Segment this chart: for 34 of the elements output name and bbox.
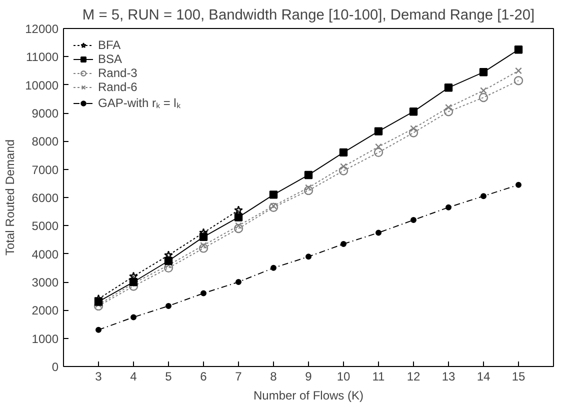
x-tick-label: 5 [165,370,172,384]
y-axis-title: Total Routed Demand [3,139,18,256]
legend-label: BFA [98,38,121,52]
y-tick-label: 8000 [32,134,59,149]
y-tick-label: 9000 [32,106,59,120]
x-tick-label: 13 [442,370,456,384]
y-tick-label: 2000 [32,304,59,318]
y-tick-label: 6000 [32,191,59,205]
legend-label: GAP-with rₖ = lₖ [98,95,180,111]
x-tick-label: 4 [130,370,138,384]
x-tick-label: 3 [95,370,102,384]
y-tick-label: 7000 [32,162,59,177]
y-tick-label: 4000 [32,247,59,262]
x-tick-label: 15 [512,370,526,384]
y-tick-label: 5000 [32,219,59,234]
x-axis-title: Number of Flows (K) [253,388,364,402]
x-tick-label: 10 [336,370,350,384]
y-tick-label: 11000 [26,50,59,64]
x-tick-label: 8 [270,370,278,384]
x-tick-label: 11 [372,370,386,384]
x-tick-label: 14 [476,370,490,384]
legend-label: Rand-3 [98,66,138,80]
y-tick-label: 1000 [32,332,59,346]
chart-title: M = 5, RUN = 100, Bandwidth Range [10-100], Demand Range [1-20] [82,8,535,24]
x-tick-label: 12 [406,370,420,384]
x-tick-label: 6 [200,370,208,384]
legend-label: Rand-6 [98,80,138,94]
y-tick-label: 3000 [32,276,59,290]
x-tick-label: 7 [235,370,242,384]
y-tick-label: 10000 [25,78,59,92]
y-tick-label: 0 [52,360,59,374]
legend-label: BSA [98,52,122,66]
y-tick-label: 12000 [25,22,59,36]
x-tick-label: 9 [305,370,312,384]
